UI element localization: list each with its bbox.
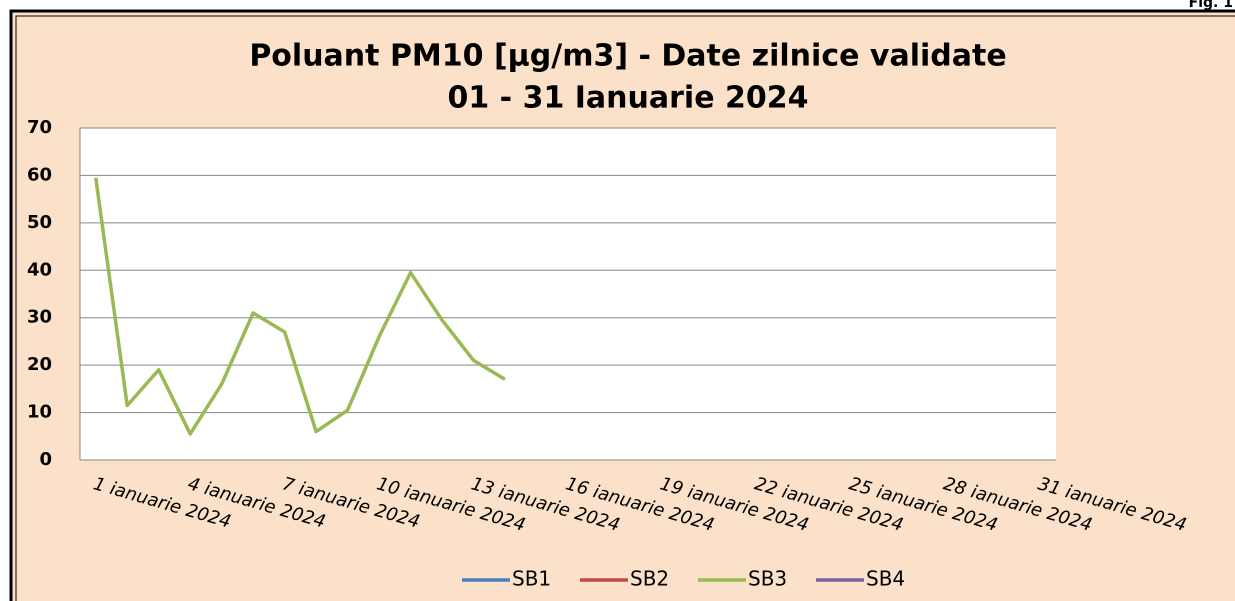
y-tick-label: 30 — [27, 307, 52, 328]
y-tick-label: 10 — [27, 402, 52, 423]
chart-subtitle: 01 - 31 Ianuarie 2024 — [447, 81, 808, 116]
y-tick-label: 70 — [27, 117, 52, 138]
y-tick-label: 40 — [27, 259, 52, 280]
plot-area — [80, 128, 1056, 460]
legend-label: SB3 — [748, 567, 787, 591]
y-tick-label: 60 — [27, 164, 52, 185]
y-tick-label: 50 — [27, 212, 52, 233]
legend-label: SB1 — [512, 567, 551, 591]
chart-frame-inner — [15, 15, 1235, 601]
y-tick-label: 20 — [27, 354, 52, 375]
series-line — [94, 177, 506, 436]
legend-label: SB4 — [866, 567, 905, 591]
legend-label: SB2 — [630, 567, 669, 591]
y-tick-label: 0 — [39, 449, 52, 470]
figure-label: Fig. 1 — [1189, 0, 1233, 11]
chart-title: Poluant PM10 [µg/m3] - Date zilnice vali… — [249, 39, 1006, 74]
